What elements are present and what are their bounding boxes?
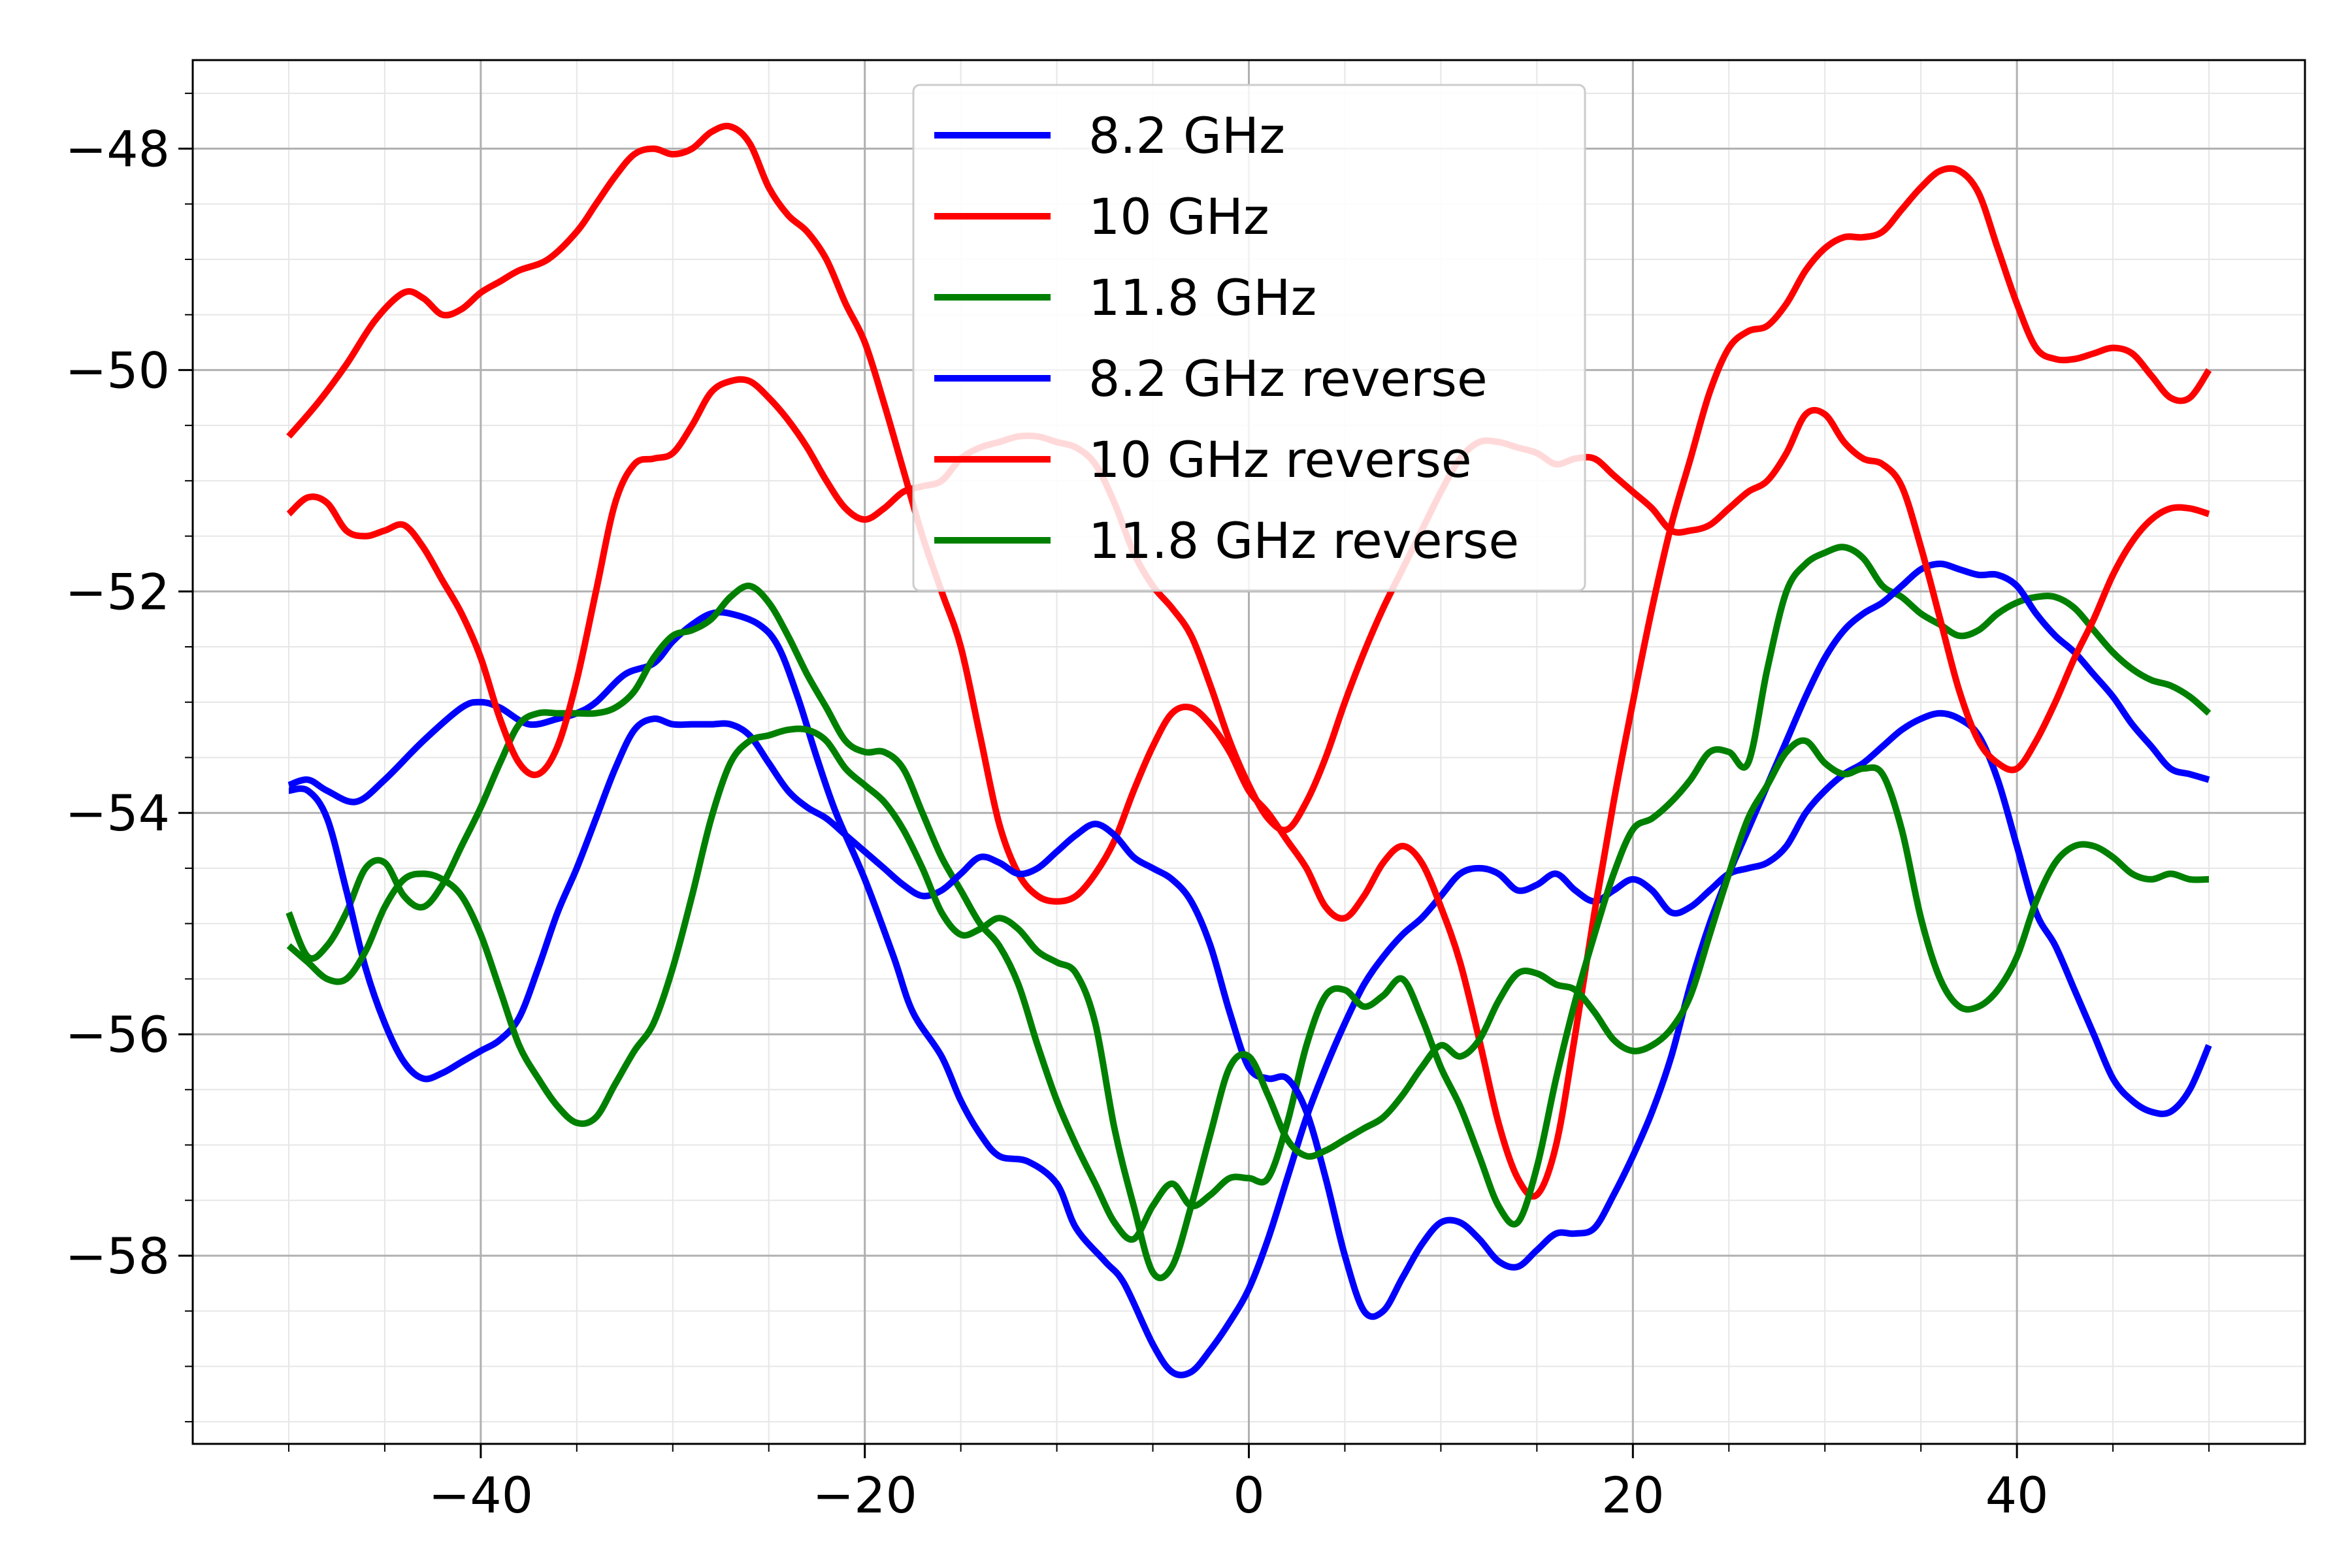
y-tick-label: −56 xyxy=(65,1005,170,1064)
legend-label: 10 GHz xyxy=(1088,188,1269,246)
series-line-8-2-ghz-reverse xyxy=(288,561,2210,1320)
x-tick-label: 0 xyxy=(1233,1466,1264,1524)
legend-label: 11.8 GHz reverse xyxy=(1088,512,1519,570)
x-tick-label: −20 xyxy=(812,1466,917,1524)
series-line-11-8-ghz-reverse xyxy=(286,725,2210,1281)
legend: 8.2 GHz 10 GHz 11.8 GHz 8.2 GHz reverse 10 G… xyxy=(912,84,1586,592)
legend-label: 10 GHz reverse xyxy=(1088,431,1472,489)
series-line-10-ghz-reverse xyxy=(286,376,2210,834)
legend-label: 8.2 GHz xyxy=(1088,106,1285,165)
x-tick-label: −40 xyxy=(429,1466,533,1524)
y-tick-label: −50 xyxy=(65,341,170,399)
y-tick-labels: −48 −50 −52 −54 −56 −58 xyxy=(65,120,170,1285)
x-tick-label: 20 xyxy=(1601,1466,1665,1524)
ticks xyxy=(178,92,2210,1458)
x-tick-labels: −40 −20 0 20 40 xyxy=(429,1466,2049,1524)
y-tick-label: −54 xyxy=(65,784,170,842)
y-tick-label: −58 xyxy=(65,1227,170,1285)
y-tick-label: −48 xyxy=(65,120,170,178)
legend-label: 8.2 GHz reverse xyxy=(1088,350,1488,408)
x-tick-label: 40 xyxy=(1985,1466,2049,1524)
series-line-11-8-ghz xyxy=(286,544,2212,1243)
series-layer xyxy=(286,122,2212,1379)
series-line-10-ghz xyxy=(286,122,2212,1200)
legend-box xyxy=(912,84,1586,592)
y-tick-label: −52 xyxy=(65,563,170,621)
legend-label: 11.8 GHz xyxy=(1088,269,1316,327)
